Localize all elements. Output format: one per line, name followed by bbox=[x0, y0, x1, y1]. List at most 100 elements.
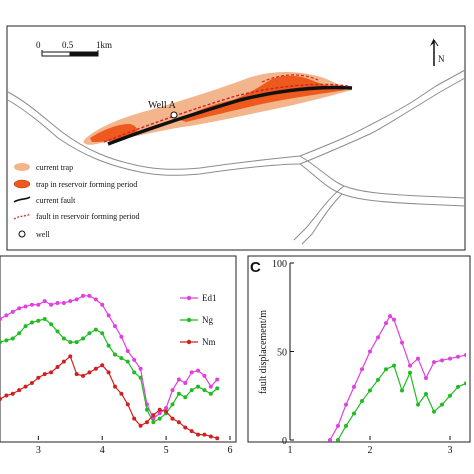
chart-b-point-ng bbox=[119, 356, 124, 361]
roads bbox=[7, 69, 466, 245]
chart-b-point-ng bbox=[55, 329, 60, 334]
chart-b-point-ed1 bbox=[87, 293, 92, 298]
chart-b-point-ed1 bbox=[74, 297, 79, 302]
chart-b-legend-marker bbox=[186, 339, 192, 345]
chart-b-point-ed1 bbox=[138, 366, 143, 371]
chart-c-y-tick-label: 0 bbox=[282, 436, 287, 447]
chart-b-point-ed1 bbox=[202, 373, 207, 378]
chart-b-point-nm bbox=[93, 366, 98, 371]
legend-label-well: well bbox=[36, 230, 51, 239]
chart-b-point-ng bbox=[87, 331, 92, 336]
map-panel: 0 0.5 1km N bbox=[6, 25, 466, 251]
well-a-label: Well A bbox=[148, 100, 177, 111]
scale-bar: 0 0.5 1km bbox=[36, 40, 112, 57]
chart-c-point-ng bbox=[352, 411, 356, 416]
chart-b-point-ng bbox=[23, 324, 28, 329]
chart-b-point-ng bbox=[36, 318, 41, 323]
chart-b-point-ng bbox=[106, 343, 111, 348]
chart-c-point-ed1 bbox=[336, 423, 340, 428]
chart-c-point-ed1 bbox=[392, 317, 396, 322]
legend-swatch-fault-forming bbox=[13, 213, 31, 220]
scale-label-mid: 0.5 bbox=[62, 40, 74, 50]
chart-b-legend: Ed1 Ng Nm bbox=[180, 293, 217, 347]
chart-c-point-ng bbox=[416, 402, 420, 407]
chart-c-letter-bg bbox=[250, 258, 266, 274]
chart-b-point-nm bbox=[144, 420, 149, 425]
chart-b-point-ed1 bbox=[170, 388, 175, 393]
chart-b-legend-marker bbox=[186, 295, 192, 301]
chart-b-point-ed1 bbox=[164, 405, 169, 410]
chart-b-point-ed1 bbox=[42, 299, 47, 304]
well-a-marker bbox=[170, 111, 178, 119]
chart-b-point-ng bbox=[4, 338, 9, 343]
chart-b-point-nm bbox=[138, 423, 143, 428]
chart-b-point-nm bbox=[196, 432, 201, 437]
chart-c-point-ng bbox=[344, 423, 348, 428]
north-arrow-icon: N bbox=[430, 38, 445, 66]
chart-b-point-nm bbox=[113, 384, 117, 389]
chart-c-point-ng bbox=[360, 399, 364, 404]
chart-b-point-ng bbox=[113, 352, 117, 357]
chart-b-legend-label: Ng bbox=[202, 315, 213, 325]
chart-b-point-ed1 bbox=[208, 384, 213, 389]
north-label: N bbox=[438, 54, 445, 64]
chart-b-x-tick-label: 5 bbox=[164, 445, 169, 456]
chart-b-point-ed1 bbox=[29, 302, 34, 307]
chart-b-point-ng bbox=[125, 359, 130, 364]
chart-b-point-ng bbox=[81, 336, 86, 341]
chart-b-point-ng bbox=[215, 386, 220, 391]
chart-c-point-ed1 bbox=[352, 384, 356, 389]
chart-b-point-nm bbox=[189, 429, 194, 434]
chart-c-y-tick-label: 100 bbox=[272, 259, 287, 270]
chart-c-point-ng bbox=[336, 438, 340, 442]
chart-c-y-tick-label: 50 bbox=[277, 348, 287, 359]
chart-b-point-ed1 bbox=[215, 377, 220, 382]
legend-label-current-fault: current fault bbox=[36, 196, 76, 205]
current-fault-line bbox=[107, 85, 353, 146]
chart-b-point-ed1 bbox=[157, 411, 162, 416]
chart-b-point-nm bbox=[106, 370, 111, 375]
chart-c-point-ed1 bbox=[456, 354, 460, 359]
chart-b-point-nm bbox=[81, 373, 86, 378]
chart-b-point-ng bbox=[49, 322, 54, 327]
chart-b-point-ng bbox=[132, 370, 137, 375]
chart-b-point-nm bbox=[164, 409, 169, 414]
chart-b-point-ng bbox=[0, 340, 2, 345]
chart-b-point-ed1 bbox=[23, 304, 28, 309]
chart-c-series bbox=[328, 314, 466, 442]
scale-label-0: 0 bbox=[36, 40, 41, 50]
legend-swatch-well bbox=[18, 230, 26, 238]
chart-b-point-ed1 bbox=[4, 313, 9, 318]
chart-c-plot-area bbox=[328, 314, 466, 442]
chart-c-point-ng bbox=[392, 363, 396, 368]
chart-b-point-nm bbox=[87, 370, 92, 375]
chart-b-point-ng bbox=[68, 340, 73, 345]
chart-b-point-ng bbox=[29, 320, 34, 325]
chart-b-point-ng bbox=[42, 316, 47, 321]
chart-b-point-nm bbox=[42, 372, 47, 377]
chart-b-point-ed1 bbox=[81, 293, 86, 298]
chart-b-point-ng bbox=[17, 331, 22, 336]
map-legend: current trap trap in reservoir forming p… bbox=[13, 163, 140, 239]
legend-swatch-current-trap bbox=[14, 163, 30, 171]
chart-b-point-nm bbox=[176, 420, 181, 425]
chart-b-point-ed1 bbox=[10, 309, 15, 314]
chart-b-point-ed1 bbox=[55, 300, 60, 305]
chart-b-point-nm bbox=[183, 425, 188, 430]
chart-c-panel-letter: C bbox=[250, 259, 261, 276]
chart-c-frame bbox=[247, 255, 471, 443]
chart-b-legend-marker bbox=[186, 317, 192, 323]
chart-c-point-ed1 bbox=[408, 363, 412, 368]
chart-b-point-ng bbox=[144, 407, 149, 412]
fault-forming-line bbox=[103, 83, 349, 143]
chart-c-point-ed1 bbox=[344, 402, 348, 407]
legend-swatch-current-fault bbox=[13, 196, 31, 203]
legend-label-trap-forming: trap in reservoir forming period bbox=[36, 180, 137, 189]
chart-b-point-nm bbox=[202, 432, 207, 437]
chart-b-point-ed1 bbox=[17, 306, 22, 311]
chart-b-point-nm bbox=[125, 402, 130, 407]
chart-b-x-tick-label: 6 bbox=[228, 445, 233, 456]
chart-b-point-ng bbox=[157, 416, 162, 421]
chart-b-point-ed1 bbox=[61, 300, 66, 305]
